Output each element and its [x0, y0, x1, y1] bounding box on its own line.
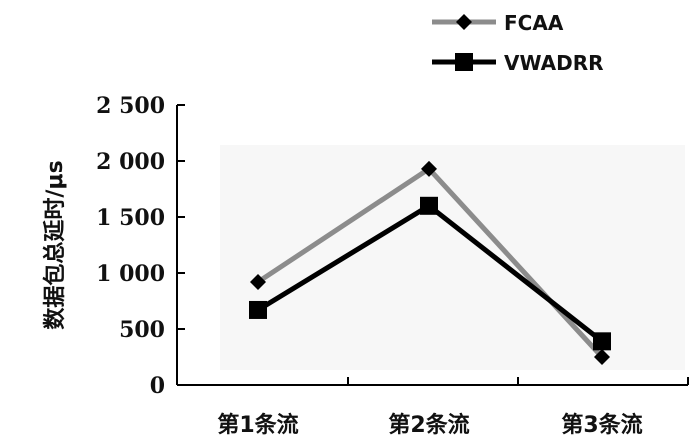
legend-item-vwadrr: VWADRR — [432, 51, 604, 75]
data-point-vwadrr — [593, 332, 611, 351]
x-axis-ticks: 第1条流 第2条流 第3条流 — [217, 377, 689, 438]
data-point-fcaa — [250, 273, 266, 290]
plot-background — [220, 145, 685, 370]
y-axis-title: 数据包总延时/μs — [42, 160, 68, 329]
data-point-fcaa — [594, 349, 610, 365]
plot-area-band — [220, 145, 685, 370]
series-vwadrr — [249, 196, 611, 351]
x-tick-label: 第2条流 — [388, 412, 469, 438]
legend-marker — [456, 14, 472, 30]
x-tick-label: 第3条流 — [561, 412, 642, 438]
x-tick-label: 第1条流 — [217, 412, 298, 438]
legend-item-fcaa: FCAA — [432, 11, 564, 35]
data-point-fcaa — [421, 160, 437, 177]
y-tick-label: 2 500 — [96, 93, 165, 119]
axes — [176, 105, 688, 386]
data-point-vwadrr — [420, 196, 438, 215]
y-tick-label: 1 500 — [96, 205, 165, 231]
data-point-vwadrr — [249, 300, 267, 319]
y-axis-ticks: 0 500 1 000 1 500 2 000 2 500 — [96, 93, 185, 399]
y-tick-label: 500 — [119, 317, 165, 343]
y-tick-label: 0 — [150, 373, 165, 399]
series-layer — [249, 160, 611, 365]
legend-label: FCAA — [504, 11, 564, 35]
legend: FCAA VWADRR — [432, 11, 604, 75]
legend-label: VWADRR — [504, 51, 604, 75]
y-tick-label: 2 000 — [96, 149, 165, 175]
y-tick-label: 1 000 — [96, 261, 165, 287]
legend-marker — [455, 53, 473, 71]
